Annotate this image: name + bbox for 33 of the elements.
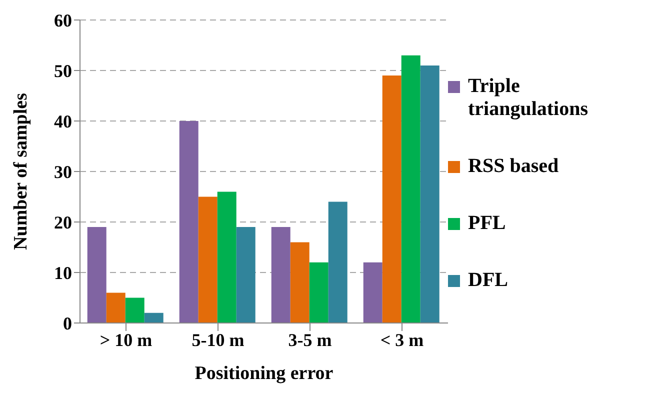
bar (328, 202, 348, 323)
bar (290, 242, 310, 323)
y-tick-label: 0 (63, 313, 72, 334)
x-axis-title: Positioning error (194, 363, 334, 384)
bar (125, 298, 144, 323)
bar (106, 292, 126, 323)
x-tick-label: < 3 m (380, 330, 424, 350)
legend-label: RSS based (468, 155, 560, 178)
bar (363, 262, 382, 323)
bar (382, 76, 402, 323)
legend-label: DFL (468, 269, 509, 292)
bar (236, 227, 256, 323)
bar (420, 65, 440, 323)
y-tick-label: 40 (54, 111, 72, 132)
y-tick-label: 60 (54, 10, 72, 30)
y-tick-label: 20 (54, 212, 72, 232)
bar (198, 196, 218, 323)
bar (401, 55, 420, 323)
bar (144, 312, 164, 323)
y-tick-label: 30 (54, 162, 72, 182)
bar (309, 262, 328, 323)
bar (271, 227, 290, 323)
y-tick-label: 50 (54, 60, 72, 81)
legend-label: PFL (468, 212, 507, 235)
bar (217, 192, 236, 323)
bar (179, 121, 198, 323)
y-tick-label: 10 (54, 262, 72, 283)
x-tick-label: 5-10 m (192, 330, 244, 350)
bar (87, 227, 106, 323)
x-tick-label: 3-5 m (288, 330, 332, 350)
y-axis-title: Number of samples (10, 93, 32, 250)
legend-label: Triple triangulations (468, 75, 590, 121)
x-tick-label: > 10 m (100, 330, 152, 350)
